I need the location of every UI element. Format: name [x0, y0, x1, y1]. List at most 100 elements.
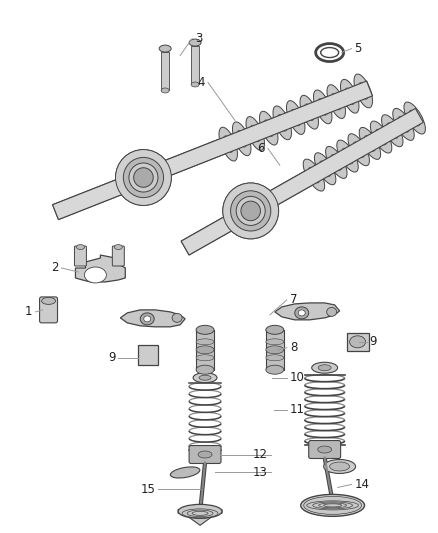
Ellipse shape [191, 82, 199, 87]
Ellipse shape [189, 39, 201, 46]
Ellipse shape [266, 355, 284, 361]
Ellipse shape [273, 106, 291, 140]
Ellipse shape [304, 104, 314, 120]
Circle shape [241, 201, 261, 221]
Ellipse shape [318, 99, 328, 115]
Ellipse shape [85, 267, 106, 283]
Ellipse shape [233, 122, 251, 156]
Ellipse shape [159, 45, 171, 52]
FancyBboxPatch shape [346, 333, 368, 351]
FancyBboxPatch shape [112, 246, 124, 266]
Polygon shape [196, 330, 214, 370]
Ellipse shape [291, 109, 301, 126]
Text: 14: 14 [355, 478, 370, 491]
Circle shape [124, 157, 163, 198]
FancyBboxPatch shape [309, 441, 341, 458]
Polygon shape [53, 81, 372, 220]
Ellipse shape [246, 117, 265, 150]
Ellipse shape [331, 93, 341, 110]
Circle shape [223, 183, 279, 239]
Ellipse shape [301, 495, 364, 516]
Ellipse shape [266, 339, 284, 345]
Ellipse shape [266, 365, 284, 374]
FancyBboxPatch shape [189, 446, 221, 464]
Ellipse shape [277, 115, 287, 131]
Ellipse shape [331, 155, 342, 171]
Ellipse shape [264, 120, 274, 136]
Ellipse shape [314, 153, 336, 185]
Polygon shape [266, 330, 284, 370]
Ellipse shape [312, 362, 338, 373]
Text: 11: 11 [290, 403, 305, 416]
Ellipse shape [354, 74, 372, 108]
Text: 10: 10 [290, 371, 305, 384]
Polygon shape [181, 108, 423, 255]
Ellipse shape [371, 121, 392, 153]
Circle shape [116, 150, 171, 205]
Circle shape [236, 196, 265, 225]
Ellipse shape [219, 127, 237, 161]
Polygon shape [53, 81, 372, 220]
Ellipse shape [114, 245, 122, 249]
Ellipse shape [196, 346, 214, 354]
Ellipse shape [404, 102, 425, 134]
Polygon shape [178, 510, 222, 526]
Ellipse shape [196, 355, 214, 361]
Circle shape [129, 163, 158, 192]
Text: 9: 9 [108, 351, 115, 364]
Ellipse shape [266, 325, 284, 334]
Polygon shape [75, 255, 125, 282]
Ellipse shape [364, 135, 375, 151]
Ellipse shape [140, 313, 154, 325]
Ellipse shape [318, 446, 332, 453]
Ellipse shape [199, 375, 211, 380]
Ellipse shape [353, 142, 364, 158]
Ellipse shape [178, 504, 222, 518]
Ellipse shape [259, 111, 278, 145]
Polygon shape [191, 46, 199, 84]
Ellipse shape [340, 79, 359, 113]
Ellipse shape [324, 459, 356, 473]
Text: 7: 7 [290, 293, 297, 306]
Text: 13: 13 [253, 466, 268, 479]
Ellipse shape [308, 167, 320, 183]
Text: 15: 15 [140, 483, 155, 496]
Ellipse shape [345, 88, 355, 104]
Ellipse shape [196, 339, 214, 345]
Polygon shape [161, 52, 169, 91]
Text: 9: 9 [370, 335, 377, 348]
Polygon shape [120, 310, 185, 327]
Ellipse shape [172, 313, 182, 322]
Text: 3: 3 [195, 32, 202, 45]
Ellipse shape [318, 365, 331, 371]
Ellipse shape [358, 83, 368, 99]
Ellipse shape [325, 147, 347, 179]
Ellipse shape [266, 346, 284, 354]
Ellipse shape [196, 325, 214, 334]
FancyBboxPatch shape [138, 345, 158, 365]
Ellipse shape [393, 108, 414, 140]
Circle shape [223, 183, 279, 239]
Circle shape [230, 191, 271, 231]
Circle shape [116, 150, 171, 205]
Ellipse shape [170, 467, 200, 478]
Ellipse shape [381, 115, 403, 147]
Text: 6: 6 [258, 142, 265, 155]
Ellipse shape [196, 365, 214, 374]
Ellipse shape [337, 140, 358, 172]
Ellipse shape [237, 131, 247, 147]
Circle shape [134, 168, 153, 187]
Ellipse shape [348, 134, 369, 166]
Circle shape [129, 163, 158, 192]
Ellipse shape [359, 127, 381, 159]
Ellipse shape [295, 307, 309, 319]
Ellipse shape [327, 85, 346, 118]
Ellipse shape [286, 101, 305, 134]
Circle shape [134, 168, 153, 187]
Ellipse shape [223, 136, 233, 152]
Text: 4: 4 [198, 76, 205, 89]
Circle shape [241, 201, 261, 221]
Text: 12: 12 [253, 448, 268, 461]
Text: 1: 1 [25, 305, 32, 318]
Ellipse shape [387, 123, 398, 139]
